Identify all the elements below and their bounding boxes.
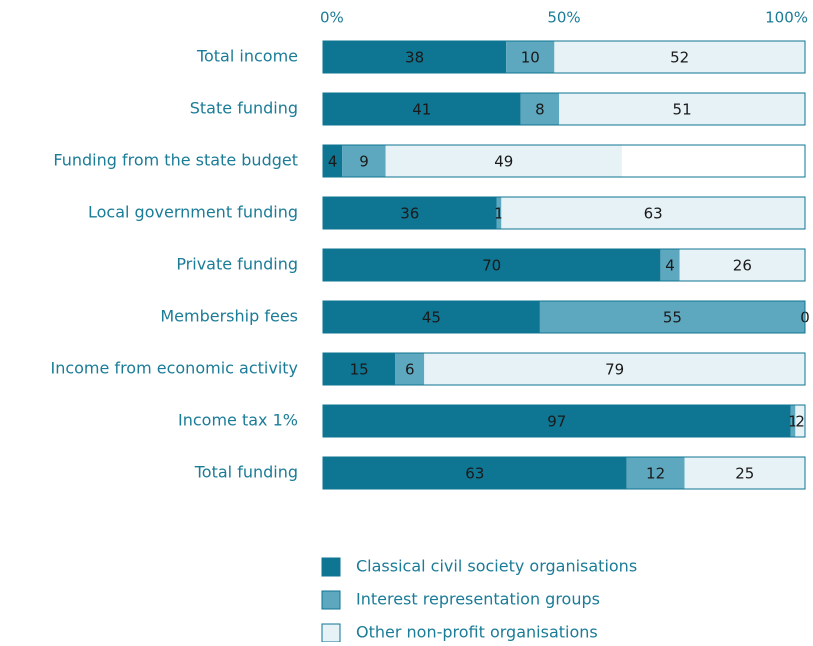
value-label: 6 [405,361,415,379]
bar-segment [323,145,343,177]
bar-segment [323,41,507,73]
bar-segment [795,405,805,437]
value-label: 15 [350,361,369,379]
category-label: Income tax 1% [178,411,298,430]
category-label: Local government funding [88,203,298,222]
bar-segment [323,249,661,281]
legend-label: Interest representation groups [356,590,600,609]
value-label: 45 [422,309,441,327]
value-label: 8 [535,101,545,119]
bar-segment [506,41,555,73]
bar-segment [323,93,521,125]
bar-outline [322,300,806,334]
bar-segment [323,405,791,437]
bar-outline [322,404,806,438]
bar-outline [322,456,806,490]
bar-segment [323,457,627,489]
value-label: 51 [673,101,692,119]
value-label: 79 [605,361,624,379]
value-label: 26 [733,257,752,275]
value-label: 49 [494,153,513,171]
value-label: 36 [400,205,419,223]
category-label: Income from economic activity [50,359,298,378]
value-label: 52 [670,49,689,67]
bar-segment [342,145,386,177]
value-label: 55 [663,309,682,327]
legend-label: Classical civil society organisations [356,557,637,576]
value-label: 1 [494,205,504,223]
bar-segment [385,145,622,177]
bar-outline [322,196,806,230]
value-label: 70 [482,257,501,275]
value-label: 1 [788,413,798,431]
category-label: Total income [196,47,298,66]
bar-outline [322,248,806,282]
bar-segment [554,41,805,73]
bar-segment [539,301,805,333]
bar-segment [660,249,680,281]
bar-segment [395,353,425,385]
value-label: 41 [412,101,431,119]
bar-segment [790,405,796,437]
bar-segment [626,457,685,489]
bar-segment [323,197,497,229]
bar-segment [520,93,560,125]
legend-label: Other non-profit organisations [356,623,598,642]
bar-outline [322,352,806,386]
bar-segment [679,249,805,281]
value-label: 9 [359,153,369,171]
category-label: Membership fees [160,307,298,326]
value-label: 2 [795,413,805,431]
value-label: 25 [735,465,754,483]
bar-outline [322,40,806,74]
legend-swatch [321,590,341,610]
value-label: 4 [328,153,338,171]
x-tick-label: 0% [320,9,344,27]
x-tick-label: 50% [547,9,580,27]
category-label: Total funding [194,463,298,482]
bar-segment [424,353,805,385]
value-label: 63 [465,465,484,483]
bar-segment [323,301,540,333]
x-tick-label: 100% [765,9,808,27]
value-label: 63 [644,205,663,223]
bar-segment [323,353,396,385]
value-label: 4 [665,257,675,275]
legend-swatch [321,623,341,643]
value-label: 12 [646,465,665,483]
category-label: Private funding [176,255,298,274]
category-label: Funding from the state budget [53,151,298,170]
legend-swatch [321,557,341,577]
value-label: 10 [521,49,540,67]
category-label: State funding [190,99,298,118]
value-label: 97 [547,413,566,431]
bar-segment [559,93,805,125]
bar-segment [684,457,805,489]
bar-outline [322,92,806,126]
value-label: 38 [405,49,424,67]
bar-segment [501,197,805,229]
bar-segment [496,197,502,229]
bar-outline [322,144,806,178]
